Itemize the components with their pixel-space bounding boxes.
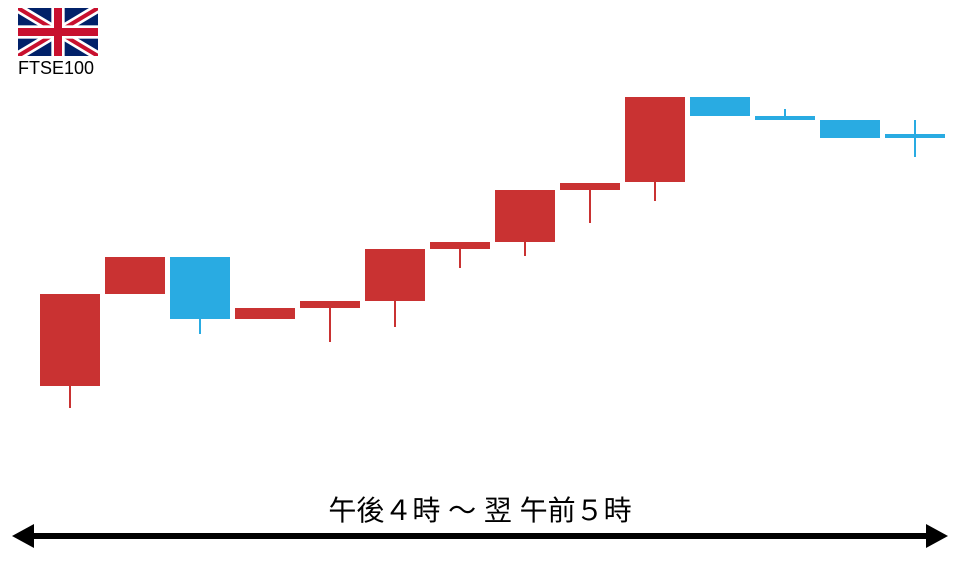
candle-body (820, 120, 880, 139)
candle (690, 90, 750, 460)
candle (235, 90, 295, 460)
candle-body (40, 294, 100, 387)
time-axis: 午後４時 ～ 翌 午前５時 (30, 489, 930, 549)
candle-body (105, 257, 165, 294)
candle (495, 90, 555, 460)
candle (625, 90, 685, 460)
candle (300, 90, 360, 460)
time-axis-label: 午後４時 ～ 翌 午前５時 (30, 489, 930, 529)
candle-body (690, 97, 750, 116)
candle (365, 90, 425, 460)
candle (885, 90, 945, 460)
candle-body (235, 308, 295, 319)
time-axis-arrow (30, 533, 930, 539)
candle-body (300, 301, 360, 308)
candle (40, 90, 100, 460)
candle (820, 90, 880, 460)
candle-body (755, 116, 815, 120)
candle-body (625, 97, 685, 182)
candlestick-chart (40, 90, 940, 460)
candle (755, 90, 815, 460)
candle (105, 90, 165, 460)
candle-body (495, 190, 555, 242)
candle-wick (914, 120, 916, 157)
candle-body (560, 183, 620, 190)
uk-flag-icon (18, 8, 98, 56)
candle-body (885, 134, 945, 138)
candle (430, 90, 490, 460)
candle-body (365, 249, 425, 301)
candle (560, 90, 620, 460)
candle-body (430, 242, 490, 249)
candle-body (170, 257, 230, 320)
index-label: FTSE100 (18, 58, 94, 79)
candle (170, 90, 230, 460)
